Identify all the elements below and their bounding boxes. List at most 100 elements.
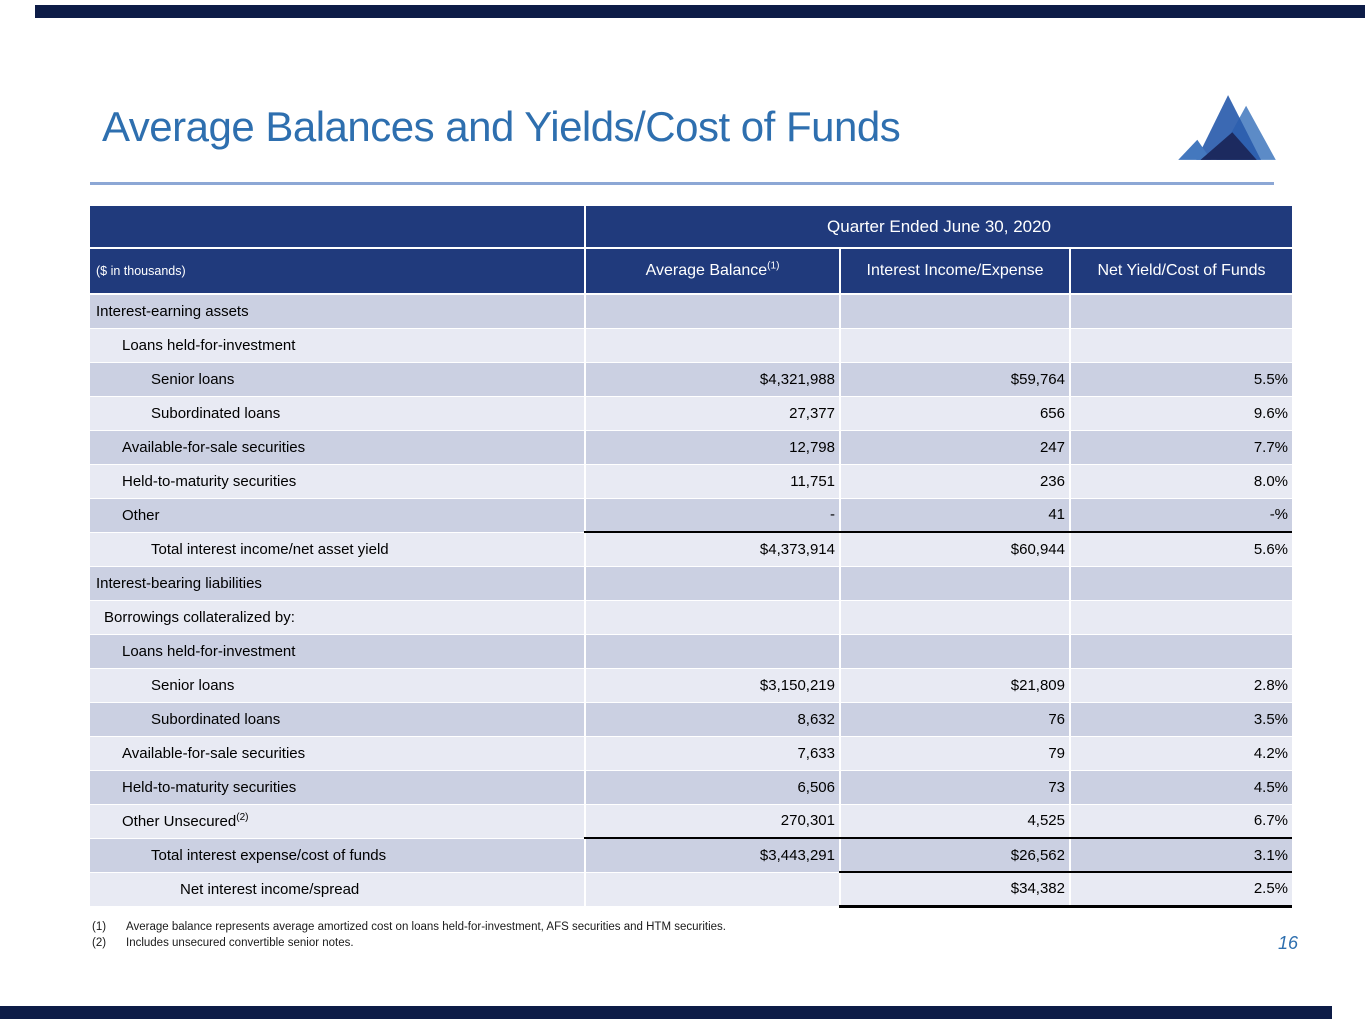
cell-value: 11,751 [584,464,840,499]
table-row: Other -41 -% [90,498,1293,533]
row-label: Interest-earning assets [90,294,585,329]
row-label: Total interest expense/cost of funds [90,838,585,873]
row-label: Held-to-maturity securities [90,770,585,805]
cell-value [1068,328,1293,363]
cell-value: 236 [839,464,1070,499]
cell-value: $21,809 [839,668,1070,703]
row-label: Subordinated loans [90,702,585,737]
cell-value: $26,562 [839,838,1070,873]
footnote-line: (2) Includes unsecured convertible senior… [92,937,992,949]
cell-value: 8,632 [584,702,840,737]
table-row: Held-to-maturity securities 6,506 73 4.5% [90,770,1293,805]
row-label: Interest-bearing liabilities [90,566,585,601]
cell-value: -% [1068,498,1293,533]
table-row: Held-to-maturity securities 11,751 236 8.0% [90,464,1293,499]
cell-value [584,294,840,329]
column-header-text: Net Yield/Cost of Funds [1097,262,1266,279]
cell-value: 41 [839,498,1070,533]
row-label: Total interest income/net asset yield [90,532,585,567]
row-label: Available-for-sale securities [90,736,585,771]
cell-value: 8.0% [1068,464,1293,499]
footnote-text: Average balance represents average amort… [126,921,726,933]
column-header-text: Interest Income/Expense [866,262,1044,279]
row-label: Loans held-for-investment [90,634,585,669]
cell-value [584,328,840,363]
row-label: Held-to-maturity securities [90,464,585,499]
table-row: Available-for-sale securities 12,798 247 7.… [90,430,1293,465]
table-body: Interest-earning assets Loans held-for-in… [90,294,1293,908]
cell-value: 76 [839,702,1070,737]
cell-value [839,566,1070,601]
row-label: Subordinated loans [90,396,585,431]
footnote-marker: (1) [92,921,107,933]
row-label: Net interest income/spread [90,872,585,907]
cell-value: $4,321,988 [584,362,840,397]
cell-value [584,634,840,669]
average-balances-table: Quarter Ended June 30, 2020 ($ in thousa… [90,206,1293,908]
cell-value: 9.6% [1068,396,1293,431]
cell-value: 4.5% [1068,770,1293,805]
cell-value [1068,600,1293,635]
cell-value: 27,377 [584,396,840,431]
footnote-ref: (1) [767,260,780,272]
row-label: Borrowings collateralized by: [90,600,585,635]
cell-value: - [584,498,840,533]
cell-value: $34,382 [839,872,1070,908]
footnote-ref: (2) [236,811,249,823]
cell-value: 656 [839,396,1070,431]
units-label: ($ in thousands) [90,248,585,295]
cell-value: 6.7% [1068,804,1293,839]
cell-value [1068,634,1293,669]
cell-value: $3,443,291 [584,838,840,873]
table-row: Borrowings collateralized by: [90,600,1293,635]
cell-value [1068,566,1293,601]
cell-value [839,634,1070,669]
cell-value: 12,798 [584,430,840,465]
table-row: Interest-bearing liabilities [90,566,1293,601]
cell-value: 7,633 [584,736,840,771]
table-row: Senior loans $4,321,988 $59,764 5.5% [90,362,1293,397]
cell-value [839,294,1070,329]
cell-value: 73 [839,770,1070,805]
row-label: Available-for-sale securities [90,430,585,465]
table-row: Loans held-for-investment [90,634,1293,669]
row-label: Senior loans [90,668,585,703]
cell-value [839,328,1070,363]
page-number: 16 [1278,933,1299,953]
column-header-average-balance: Average Balance(1) [584,248,840,295]
cell-value: 270,301 [584,804,840,839]
cell-value [839,600,1070,635]
cell-value [584,600,840,635]
cell-value: 5.5% [1068,362,1293,397]
cell-value: 7.7% [1068,430,1293,465]
cell-value [584,872,840,907]
table-row: Total interest expense/cost of funds $3,4… [90,838,1293,873]
table-row: Other Unsecured(2) 270,301 4,525 6.7% [90,804,1293,839]
row-label: Senior loans [90,362,585,397]
row-label: Other [90,498,585,533]
cell-value: 5.6% [1068,532,1293,567]
quarter-span-header: Quarter Ended June 30, 2020 [583,206,1293,249]
cell-value: 2.5% [1068,872,1293,908]
footnote-text: Includes unsecured convertible senior no… [126,937,354,949]
column-header-interest-income-expense: Interest Income/Expense [839,248,1070,295]
cell-value: 79 [839,736,1070,771]
cell-value [584,566,840,601]
row-label: Other Unsecured(2) [90,804,585,839]
bottom-accent-bar [0,1006,1332,1019]
column-header-net-yield-cost-of-funds: Net Yield/Cost of Funds [1068,248,1293,295]
mountain-logo-icon [1178,95,1276,160]
table-row: Senior loans $3,150,219 $21,809 2.8% [90,668,1293,703]
footnotes: (1) Average balance represents average am… [92,921,992,953]
page-title: Average Balances and Yields/Cost of Fund… [102,103,901,150]
cell-value: 3.1% [1068,838,1293,873]
table-row: Loans held-for-investment [90,328,1293,363]
table-row: Subordinated loans 27,377 656 9.6% [90,396,1293,431]
cell-value: $60,944 [839,532,1070,567]
top-accent-bar [35,5,1365,18]
cell-value: 6,506 [584,770,840,805]
table-row: Subordinated loans 8,632 76 3.5% [90,702,1293,737]
table-row: Available-for-sale securities 7,633 79 4.2% [90,736,1293,771]
cell-value [1068,294,1293,329]
